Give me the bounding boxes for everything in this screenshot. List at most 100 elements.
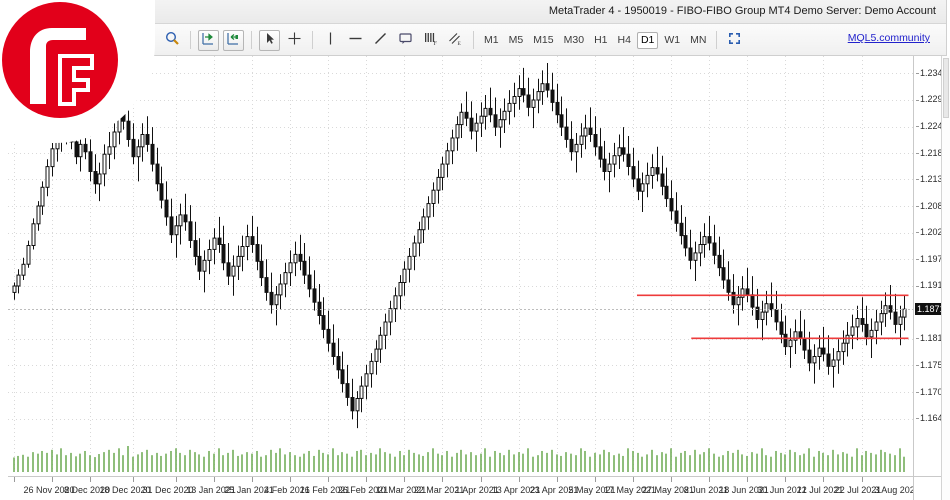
date-tick-label: 31 Dec 2020 <box>142 485 194 495</box>
date-tick <box>709 477 710 482</box>
price-tick-label: 1.1703 <box>916 387 948 397</box>
equidistant-channel-icon-button[interactable]: E <box>445 30 466 51</box>
date-tick <box>519 477 520 482</box>
price-tick-label: 1.2187 <box>916 148 948 158</box>
zoom-icon <box>165 31 180 49</box>
toolbar-separator <box>190 31 191 49</box>
logo-panel <box>0 0 155 143</box>
shift-end-icon-button[interactable] <box>198 29 219 51</box>
toolbar-separator <box>473 31 474 49</box>
date-tick-label: 27 May 2021 <box>641 485 695 495</box>
date-tick <box>290 477 291 482</box>
date-tick <box>404 477 405 482</box>
toolbar-right-edge <box>946 24 950 56</box>
date-tick <box>328 477 329 482</box>
price-tick-label: 1.1649 <box>916 414 948 423</box>
shift-end-icon <box>201 31 216 49</box>
date-tick-label: 22 Jul 2021 <box>834 485 882 495</box>
price-tick-label: 1.1972 <box>916 254 948 264</box>
date-tick-label: 13 Jan 2021 <box>186 485 236 495</box>
price-tick-label: 1.1918 <box>916 281 948 290</box>
date-tick <box>785 477 786 482</box>
price-tick-label: 1.1757 <box>916 360 948 370</box>
timeframe-d1-button[interactable]: D1 <box>636 31 659 49</box>
timeframe-m1-button[interactable]: M1 <box>484 34 499 46</box>
timeframe-m30-button[interactable]: M30 <box>563 34 585 46</box>
horizontal-line-icon-button[interactable] <box>345 30 366 51</box>
mql5-community-link[interactable]: MQL5.community <box>847 32 930 44</box>
toolbar-separator <box>312 31 313 49</box>
timeframe-m5-button[interactable]: M5 <box>508 34 524 46</box>
price-tick-label: 1.1811 <box>916 334 947 343</box>
date-tick <box>747 477 748 482</box>
trendline-icon-button[interactable] <box>370 30 391 51</box>
date-tick-label: 25 Jan 2021 <box>224 485 274 495</box>
date-tick <box>252 477 253 482</box>
date-tick <box>862 477 863 482</box>
horizontal-line-icon <box>348 31 363 49</box>
svg-text:F: F <box>434 41 438 46</box>
date-tick <box>671 477 672 482</box>
date-tick-label: 10 Mar 2021 <box>375 485 427 495</box>
title-bar-edge <box>946 0 950 24</box>
svg-text:E: E <box>458 41 462 46</box>
window-title: MetaTrader 4 - 1950019 - FIBO-FIBO Group… <box>548 5 936 17</box>
timeframe-m15-button[interactable]: M15 <box>533 34 554 46</box>
timeframe-mn-button[interactable]: MN <box>690 34 707 46</box>
current-price-label: 1.1871 <box>915 303 947 316</box>
scrollbar-thumb[interactable] <box>943 58 949 118</box>
price-axis[interactable]: 1.2349 1.2295 1.2241 1.2187 1.2134 1.2080 1.20… <box>913 56 948 476</box>
date-tick-label: 23 Apr 2021 <box>529 485 579 495</box>
fibo-group-logo <box>2 2 118 118</box>
date-tick-label: 18 Jun 2021 <box>719 485 769 495</box>
date-tick-label: 17 May 2021 <box>603 485 657 495</box>
date-tick-label: 13 Apr 2021 <box>491 485 541 495</box>
vertical-line-icon-button[interactable] <box>320 30 341 51</box>
auto-scroll-icon-button[interactable] <box>223 29 244 51</box>
timeframe-w1-button[interactable]: W1 <box>664 34 681 46</box>
auto-scroll-icon <box>226 31 241 49</box>
price-tick-label: 1.2241 <box>916 122 948 131</box>
trendline-icon <box>373 31 388 49</box>
date-tick <box>366 477 367 482</box>
date-tick-label: 4 Feb 2021 <box>264 485 310 495</box>
date-tick <box>481 477 482 482</box>
price-tick-label: 1.2134 <box>916 174 948 184</box>
date-tick-label: 8 Jun 2021 <box>683 485 729 495</box>
price-tick-label: 1.2295 <box>916 95 948 104</box>
date-tick <box>14 477 15 482</box>
date-tick-label: 26 Feb 2021 <box>337 485 389 495</box>
crosshair-icon-button[interactable] <box>284 30 305 51</box>
vertical-scrollbar[interactable] <box>941 56 950 500</box>
text-label-icon-button[interactable] <box>395 30 416 51</box>
candlestick-svg <box>8 56 913 472</box>
date-tick <box>442 477 443 482</box>
title-bar: MetaTrader 4 - 1950019 - FIBO-FIBO Group… <box>0 0 950 24</box>
fibonacci-icon-button[interactable]: F <box>420 30 441 51</box>
date-tick <box>133 477 134 482</box>
fibonacci-icon: F <box>423 31 438 49</box>
date-tick <box>823 477 824 482</box>
date-tick-label: 1 Apr 2021 <box>455 485 499 495</box>
date-tick <box>595 477 596 482</box>
fullscreen-icon-button[interactable] <box>724 30 745 51</box>
equidistant-channel-icon: E <box>448 31 463 49</box>
toolbar: F E M1 M5 M15 M30 H1 H4 D1 W1 MN MQL5.community <box>0 24 950 56</box>
cursor-icon-button[interactable] <box>259 29 280 51</box>
price-tick-label: 1.2349 <box>916 68 948 78</box>
price-plot[interactable] <box>8 56 913 476</box>
date-tick-label: 18 Dec 2020 <box>99 485 151 495</box>
price-tick-label: 1.2080 <box>916 201 948 211</box>
timeframe-h1-button[interactable]: H1 <box>594 34 608 46</box>
cursor-icon <box>262 31 277 49</box>
time-axis[interactable]: 26 Nov 2020 8 Dec 2020 18 Dec 2020 31 Dec 2… <box>8 476 920 500</box>
timeframe-h4-button[interactable]: H4 <box>617 34 631 46</box>
date-tick-label: 3 Aug 2021 <box>874 485 920 495</box>
date-tick-label: 16 Feb 2021 <box>299 485 351 495</box>
date-tick <box>557 477 558 482</box>
chart-area[interactable]: 1.2349 1.2295 1.2241 1.2187 1.2134 1.2080 1.20… <box>0 56 950 500</box>
toolbar-buttons: F E M1 M5 M15 M30 H1 H4 D1 W1 MN <box>160 24 747 56</box>
zoom-icon-button[interactable] <box>162 30 183 51</box>
date-tick <box>633 477 634 482</box>
date-tick-label: 8 Dec 2020 <box>63 485 111 495</box>
